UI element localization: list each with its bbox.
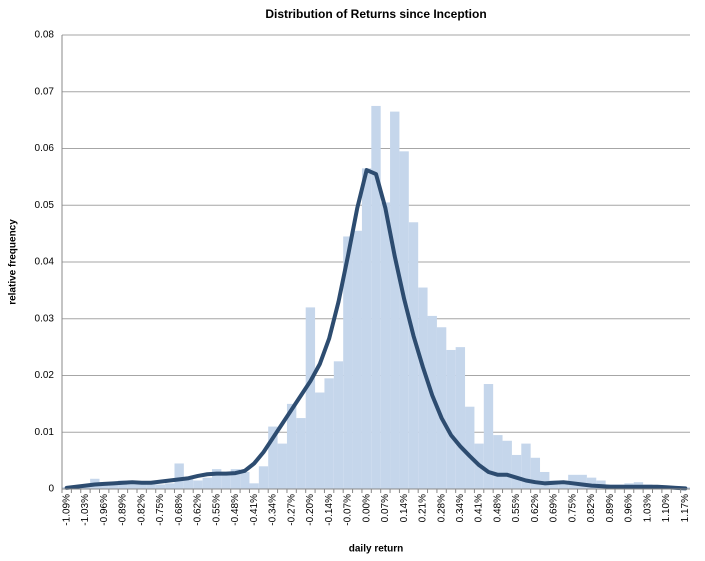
- bar: [333, 361, 344, 489]
- bar: [315, 392, 325, 489]
- x-tick-label: -1.03%: [80, 494, 91, 526]
- y-tick-label: 0.02: [35, 370, 55, 381]
- x-tick-label: 0.34%: [455, 494, 466, 522]
- bar: [483, 384, 494, 489]
- y-tick-label: 0.05: [35, 200, 55, 211]
- bar: [455, 347, 466, 489]
- bar: [343, 236, 353, 489]
- x-tick-label: -0.14%: [324, 494, 335, 526]
- y-tick-label: 0.08: [35, 30, 55, 41]
- y-tick-label: 0.07: [35, 86, 55, 97]
- bar: [202, 477, 212, 489]
- x-tick-label: -0.20%: [305, 494, 316, 526]
- x-tick-label: -0.68%: [174, 494, 185, 526]
- chart-title: Distribution of Returns since Inception: [265, 7, 486, 21]
- bar: [436, 327, 447, 489]
- bar: [193, 480, 203, 489]
- y-tick-label: 0.04: [35, 257, 55, 268]
- x-tick-label: 0.00%: [361, 494, 372, 522]
- x-tick-label: -0.48%: [230, 494, 241, 526]
- bar: [258, 466, 269, 489]
- bar: [221, 471, 231, 489]
- x-tick-label: -0.89%: [118, 494, 129, 526]
- bar: [399, 151, 409, 489]
- bar: [108, 484, 119, 489]
- bar: [540, 471, 550, 489]
- x-tick-label: -0.96%: [99, 494, 110, 526]
- bar: [136, 482, 147, 489]
- bar: [324, 378, 334, 489]
- bar: [286, 403, 297, 489]
- bar: [183, 477, 194, 489]
- bar: [296, 418, 306, 489]
- y-axis-title: relative frequency: [8, 219, 19, 305]
- bar: [211, 469, 222, 489]
- bar: [521, 443, 531, 489]
- x-tick-label: -0.55%: [211, 494, 222, 526]
- bar: [361, 168, 372, 490]
- x-tick-label: 1.10%: [661, 494, 672, 522]
- bar: [427, 315, 437, 489]
- bar: [127, 483, 137, 489]
- x-tick-label: -1.09%: [61, 494, 72, 526]
- x-tick-label: 0.41%: [474, 494, 485, 522]
- bar: [530, 457, 541, 489]
- x-tick-label: 0.07%: [380, 494, 391, 522]
- x-tick-label: 0.62%: [530, 494, 541, 522]
- bar: [146, 483, 156, 489]
- x-tick-label: -0.75%: [155, 494, 166, 526]
- bar: [230, 469, 241, 489]
- bar: [511, 454, 522, 489]
- bar: [418, 287, 428, 489]
- x-tick-label: -0.82%: [136, 494, 147, 526]
- y-tick-label: 0.06: [35, 143, 55, 154]
- bar: [502, 440, 512, 489]
- bar: [493, 435, 503, 489]
- bar: [305, 307, 316, 489]
- bar: [155, 484, 166, 489]
- x-tick-label: 1.17%: [680, 494, 691, 522]
- x-tick-label: 0.21%: [418, 494, 429, 522]
- x-tick-label: -0.62%: [193, 494, 204, 526]
- bar: [390, 111, 400, 490]
- x-tick-label: -0.34%: [268, 494, 279, 526]
- x-tick-label: 0.55%: [511, 494, 522, 522]
- x-tick-label: -0.27%: [286, 494, 297, 526]
- x-tick-label: 0.69%: [549, 494, 560, 522]
- bar: [371, 105, 381, 489]
- x-tick-label: 0.28%: [436, 494, 447, 522]
- bar: [465, 406, 475, 489]
- x-tick-label: -0.41%: [249, 494, 260, 526]
- x-tick-label: 1.03%: [642, 494, 653, 522]
- y-tick-label: 0: [48, 484, 54, 495]
- y-tick-label: 0.03: [35, 313, 55, 324]
- x-tick-label: 0.48%: [492, 494, 503, 522]
- bar: [249, 483, 259, 489]
- bar: [165, 483, 175, 489]
- bar: [174, 463, 184, 489]
- x-axis-title: daily return: [349, 544, 403, 555]
- line: [64, 168, 688, 491]
- bar: [558, 480, 569, 489]
- bar: [577, 474, 587, 489]
- x-tick-label: 0.75%: [567, 494, 578, 522]
- bar: [446, 349, 456, 489]
- bar: [380, 202, 391, 489]
- bar: [586, 477, 597, 489]
- x-tick-label: -0.07%: [343, 494, 354, 526]
- x-tick-label: 0.82%: [586, 494, 597, 522]
- bar: [277, 443, 287, 489]
- bar: [352, 230, 362, 489]
- y-tick-label: 0.01: [35, 427, 55, 438]
- bar: [268, 426, 278, 489]
- bar: [240, 471, 250, 489]
- bar: [408, 222, 419, 489]
- x-tick-label: 0.89%: [605, 494, 616, 522]
- x-tick-label: 0.96%: [624, 494, 635, 522]
- x-tick-label: 0.14%: [399, 494, 410, 522]
